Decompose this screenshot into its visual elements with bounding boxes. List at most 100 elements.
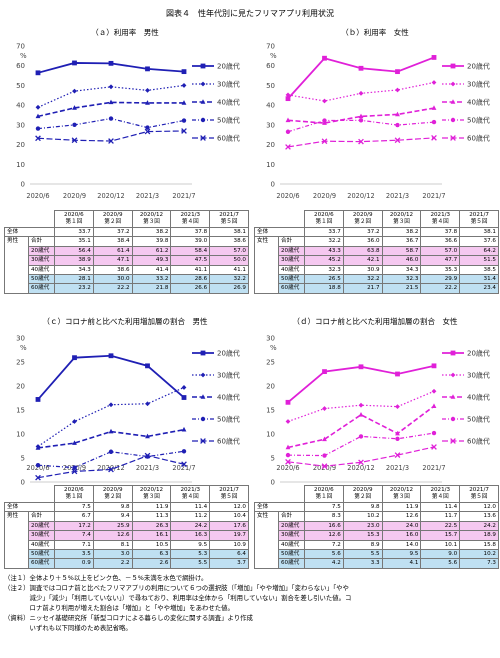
data-point xyxy=(145,125,150,130)
legend-label: 60歳代 xyxy=(467,134,490,143)
y-tick-label: 60 xyxy=(16,62,25,70)
table-cell: 47.5 xyxy=(170,255,211,266)
row-label-total: 全体 xyxy=(254,226,305,238)
data-point xyxy=(108,116,114,121)
table-cell: 37.2 xyxy=(92,226,133,238)
table-cell: 5.5 xyxy=(342,549,383,560)
data-point xyxy=(285,444,291,450)
data-point xyxy=(35,135,41,142)
table-row: 全体 7.5 9.8 11.9 11.4 12.0 xyxy=(4,501,249,513)
data-point xyxy=(322,406,327,411)
table-cell: 34.3 xyxy=(54,264,94,276)
table-cell: 5.5 xyxy=(170,558,211,569)
table-cell: 32.3 xyxy=(381,274,422,285)
y-tick-label: 50 xyxy=(16,82,25,90)
legend-marker xyxy=(200,117,206,123)
x-tick-label: 2020/9 xyxy=(313,464,336,472)
row-label: 30歳代 xyxy=(28,255,55,266)
column-header: 2020/9 第２回 xyxy=(92,210,133,228)
data-point xyxy=(108,449,114,454)
table-cell: 39.8 xyxy=(131,236,172,247)
table-cell: 2.2 xyxy=(92,558,133,569)
data-point xyxy=(181,128,187,134)
table-cell: 58.4 xyxy=(170,245,211,257)
notes: （注１）全体より＋５%以上をピンク色、－５%未満を水色で網掛け。 （注２）調査で… xyxy=(4,573,498,633)
table-cell: 7.5 xyxy=(54,501,94,513)
table-d-increase-female: 2020/6 第１回 2020/9 第２回 2020/12 第３回 2021/3 第４回 202… xyxy=(254,485,499,569)
data-point xyxy=(395,436,400,441)
data-point xyxy=(285,452,291,458)
table-cell: 46.0 xyxy=(381,255,422,266)
data-point xyxy=(108,466,114,473)
column-header: 2021/7 第５回 xyxy=(459,210,499,228)
y-axis-label: % xyxy=(20,52,27,60)
table-cell: 57.0 xyxy=(209,245,249,257)
row-label: 20歳代 xyxy=(278,520,305,532)
table-cell: 61.2 xyxy=(131,245,172,257)
column-header: 2020/12 第３回 xyxy=(381,485,422,503)
table-cell: 34.3 xyxy=(381,264,422,276)
table-cell: 33.2 xyxy=(131,274,172,285)
table-cell: 23.2 xyxy=(54,283,94,294)
y-tick-label: 70 xyxy=(266,43,275,51)
series-line-40s xyxy=(287,405,435,449)
column-header: 2020/9 第２回 xyxy=(342,210,383,228)
legend-label: 50歳代 xyxy=(217,415,240,424)
chart-b-usage-female: 0 10 20 30 40 50 60 70% 2020/6 2020/9 2020/12 2021/… xyxy=(266,43,490,201)
data-point xyxy=(321,463,328,470)
table-cell: 64.2 xyxy=(459,245,499,257)
column-header: 2021/7 第５回 xyxy=(459,485,499,503)
table-corner xyxy=(255,486,305,503)
data-point xyxy=(358,90,364,96)
data-point xyxy=(145,401,150,407)
row-label: 60歳代 xyxy=(28,283,55,294)
chart-a-usage-male: 0 10 20 30 40 50 60 70% 2020/6 2020/9 2020/12 2021/… xyxy=(16,43,240,201)
table-cell: 22.2 xyxy=(92,283,133,294)
table-row: 30歳代 7.4 12.6 16.1 16.3 19.7 xyxy=(5,530,249,541)
data-point xyxy=(35,70,41,76)
table-cell: 17.6 xyxy=(209,520,249,532)
table-cell: 38.1 xyxy=(209,226,249,238)
y-tick-label: 20 xyxy=(16,141,25,149)
row-label: 30歳代 xyxy=(278,255,305,266)
data-point xyxy=(181,385,187,390)
data-point xyxy=(35,397,41,402)
table-cell: 21.5 xyxy=(381,283,422,294)
row-label: 50歳代 xyxy=(278,274,305,285)
table-cell: 3.5 xyxy=(54,549,94,560)
y-tick-label: 0 xyxy=(21,479,25,487)
data-point xyxy=(322,118,327,123)
table-row: 20歳代 56.4 61.4 61.2 58.4 57.0 xyxy=(5,245,249,257)
series-line-40s xyxy=(37,101,184,118)
table-cell: 30.0 xyxy=(92,274,133,285)
row-label: 20歳代 xyxy=(28,520,55,532)
table-cell: 12.6 xyxy=(92,530,133,541)
data-point xyxy=(108,402,114,408)
x-tick-label: 2021/7 xyxy=(172,192,195,200)
table-row: 50歳代 3.5 3.0 6.3 5.3 6.4 xyxy=(5,549,249,560)
table-row: 40歳代 32.3 30.9 34.3 35.3 38.5 xyxy=(255,264,499,276)
table-cell: 29.9 xyxy=(420,274,461,285)
data-point xyxy=(71,137,78,144)
table-cell: 41.1 xyxy=(209,264,249,276)
table-row: 全体 7.5 9.8 11.9 11.4 12.0 xyxy=(254,501,499,513)
table-row: 20歳代 43.3 63.8 58.7 57.0 64.2 xyxy=(255,245,499,257)
data-point xyxy=(431,403,437,408)
table-cell: 11.3 xyxy=(131,511,172,522)
table-header-row: 2020/6 第１回 2020/9 第２回 2020/12 第３回 2021/3 第４回 202… xyxy=(255,210,499,228)
x-tick-label: 2020/12 xyxy=(97,192,124,200)
table-cell: 32.2 xyxy=(209,274,249,285)
y-tick-label: 10 xyxy=(16,161,25,169)
table-row: 女性 合計 8.3 10.2 12.6 11.7 13.6 xyxy=(254,511,499,569)
legend-label: 50歳代 xyxy=(467,116,490,125)
table-header-row: 2020/6 第１回 2020/9 第２回 2020/12 第３回 2021/3 第４回 202… xyxy=(5,210,249,228)
table-cell: 32.2 xyxy=(304,236,344,247)
data-point xyxy=(322,98,327,104)
row-label: 50歳代 xyxy=(28,549,55,560)
y-axis-label: % xyxy=(270,52,277,60)
data-point xyxy=(431,55,437,60)
data-point xyxy=(181,100,187,105)
table-cell: 47.1 xyxy=(92,255,133,266)
table-cell: 26.3 xyxy=(131,520,172,532)
data-point xyxy=(285,117,291,123)
